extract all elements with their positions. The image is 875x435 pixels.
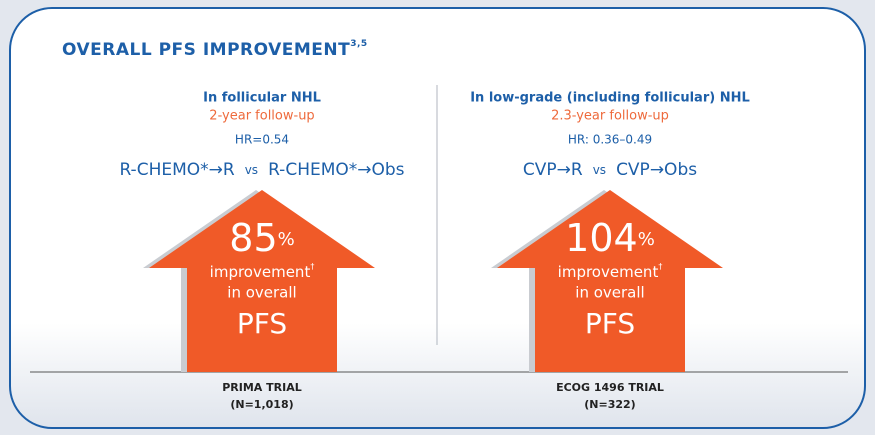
title-ref: 3,5	[350, 39, 367, 49]
panels: In follicular NHL 2-year follow-up HR=0.54…	[119, 91, 749, 412]
arrow	[497, 190, 723, 372]
trial-name: ECOG 1496 TRIAL	[556, 381, 664, 394]
title: OVERALL PFS IMPROVEMENT3,5	[62, 39, 368, 61]
improvement-unit: %	[278, 229, 295, 250]
trial-n: (N=1,018)	[230, 398, 293, 411]
arrow	[149, 190, 375, 372]
panel-heading: In follicular NHL	[203, 91, 321, 106]
versus: vs	[593, 163, 606, 177]
improvement-line: in overall	[227, 284, 296, 302]
improvement-label: improvement	[210, 263, 311, 281]
panel-heading: In low-grade (including follicular) NHL	[470, 91, 750, 106]
improvement-line: PFS	[237, 307, 287, 340]
improvement-ref: †	[658, 262, 662, 271]
follow-up: 2-year follow-up	[209, 109, 314, 124]
improvement-value: 104%	[565, 216, 655, 260]
improvement-line: improvement†	[558, 262, 663, 281]
improvement-unit: %	[638, 229, 655, 250]
improvement-number: 104	[565, 216, 638, 260]
improvement-ref: †	[310, 262, 314, 271]
improvement-line: in overall	[575, 284, 644, 302]
arm-a: CVP→R	[523, 160, 583, 180]
arm-a: R-CHEMO*→R	[119, 160, 234, 180]
panel: In low-grade (including follicular) NHL 2…	[470, 91, 750, 412]
improvement-label: improvement	[558, 263, 659, 281]
trial-name: PRIMA TRIAL	[222, 381, 302, 394]
improvement-line: PFS	[585, 307, 635, 340]
arm-b: CVP→Obs	[616, 160, 697, 180]
comparison: R-CHEMO*→R vs R-CHEMO*→Obs	[119, 160, 404, 180]
improvement-number: 85	[229, 216, 277, 260]
title-text: OVERALL PFS IMPROVEMENT	[62, 40, 350, 60]
panel: In follicular NHL 2-year follow-up HR=0.54…	[119, 91, 404, 412]
comparison: CVP→R vs CVP→Obs	[523, 160, 697, 180]
improvement-value: 85%	[229, 216, 294, 260]
versus: vs	[245, 163, 258, 177]
arm-b: R-CHEMO*→Obs	[268, 160, 405, 180]
hazard-ratio: HR=0.54	[235, 133, 289, 147]
follow-up: 2.3-year follow-up	[551, 109, 669, 124]
improvement-line: improvement†	[210, 262, 315, 281]
trial-n: (N=322)	[584, 398, 635, 411]
hazard-ratio: HR: 0.36–0.49	[568, 133, 652, 147]
